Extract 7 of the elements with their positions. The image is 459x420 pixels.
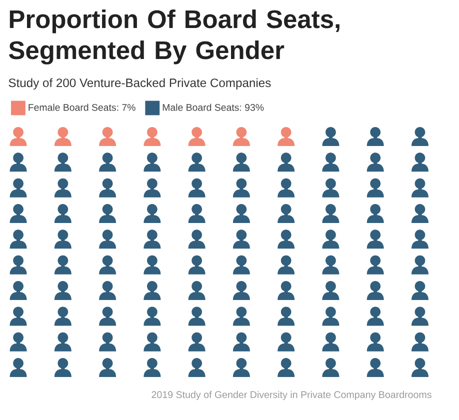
- text: Study of 200 Venture-Backed Private Companies: [8, 78, 271, 90]
- legend-label: Female Board Seats:: [28, 104, 118, 111]
- legend-label: Male Board Seats:: [162, 104, 242, 111]
- data-label: 7%: [122, 104, 136, 111]
- data-label: 93%: [245, 104, 264, 111]
- text: 2019 Study of Gender Diversity in Private Company Boardrooms: [152, 390, 432, 400]
- text: Proportion Of Board Seats, Segmented By Gender: [8, 10, 340, 64]
